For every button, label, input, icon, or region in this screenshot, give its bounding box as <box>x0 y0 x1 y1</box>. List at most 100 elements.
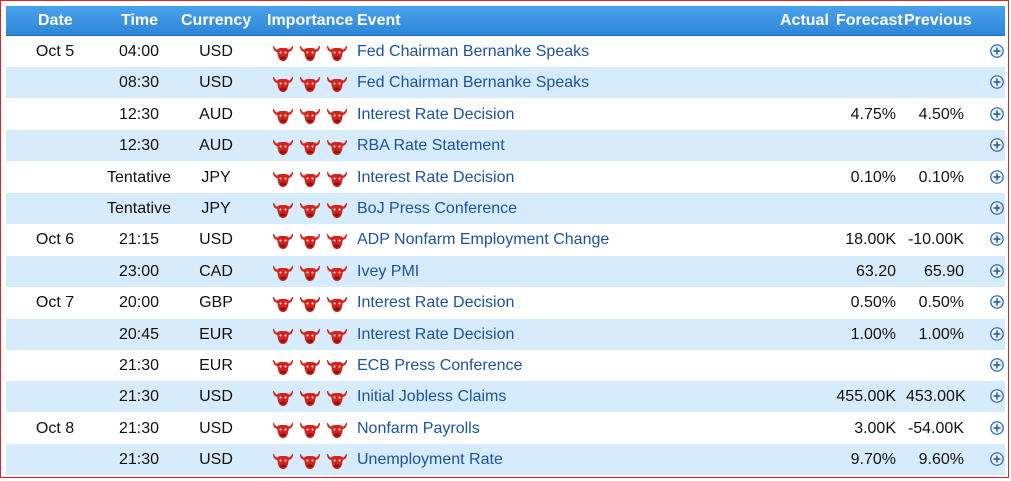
expand-plus-icon[interactable] <box>990 138 1004 152</box>
event-link[interactable]: Interest Rate Decision <box>357 168 515 186</box>
importance-rating <box>272 293 352 313</box>
table-row: Tentative JPY Interest Rate Decision 0.10% 0… <box>6 161 1005 193</box>
date-cell <box>6 67 104 98</box>
previous-value <box>906 67 964 98</box>
header-actual: Actual <box>780 12 829 29</box>
currency-cell: AUD <box>199 137 233 155</box>
expand-plus-icon[interactable] <box>990 169 1004 184</box>
date-cell: Oct 7 <box>35 294 75 312</box>
bull-icon <box>326 325 348 344</box>
bull-icon <box>326 199 348 218</box>
expand-plus-icon[interactable] <box>990 389 1004 404</box>
bull-icon <box>299 262 321 281</box>
bull-icon <box>272 230 294 250</box>
previous-value: 453.00K <box>906 388 966 406</box>
currency-cell: JPY <box>201 168 231 186</box>
bull-icon <box>326 419 348 438</box>
date-cell <box>6 319 104 350</box>
currency-cell: EUR <box>199 357 233 374</box>
previous-value: 0.10% <box>918 168 964 186</box>
event-link[interactable]: Ivey PMI <box>357 262 420 280</box>
time-cell: 21:30 <box>118 357 160 374</box>
expand-plus-icon[interactable] <box>990 263 1004 278</box>
expand-plus-icon[interactable] <box>990 420 1004 435</box>
actual-value: 4.75% <box>850 105 896 123</box>
previous-value: -54.00K <box>907 419 964 437</box>
previous-value: 9.60% <box>918 451 964 469</box>
actual-value: 3.00K <box>854 419 896 437</box>
bull-icon <box>272 199 294 218</box>
event-link[interactable]: ADP Nonfarm Employment Change <box>357 231 610 249</box>
header-previous: Previous <box>904 12 972 29</box>
expand-plus-icon[interactable] <box>990 326 1004 341</box>
previous-value: 0.50% <box>918 294 964 312</box>
bull-icon <box>272 73 294 93</box>
bull-icon <box>299 356 321 375</box>
table-header: Date Time Currency Importance Event Actu… <box>6 6 1005 36</box>
actual-value <box>796 350 896 381</box>
bull-icon <box>299 419 321 438</box>
time-cell: 21:30 <box>118 451 160 469</box>
actual-value: 455.00K <box>836 388 896 406</box>
expand-plus-icon[interactable] <box>990 452 1004 466</box>
table-row: Oct 6 21:15 USD ADP Nonfarm Employment Chan… <box>6 224 1005 256</box>
table-row: Tentative JPY BoJ Press Conference <box>6 193 1005 224</box>
event-link[interactable]: Interest Rate Decision <box>357 105 515 123</box>
previous-value <box>906 193 964 224</box>
bull-icon <box>299 450 321 470</box>
currency-cell: CAD <box>199 262 233 280</box>
bull-icon <box>326 293 348 313</box>
time-cell: 21:30 <box>118 419 160 437</box>
actual-value: 1.00% <box>850 325 896 343</box>
bull-icon <box>299 387 321 407</box>
event-link[interactable]: Fed Chairman Bernanke Speaks <box>357 43 590 60</box>
bull-icon <box>272 105 294 124</box>
expand-plus-icon[interactable] <box>990 75 1004 90</box>
previous-value <box>906 36 964 67</box>
importance-rating <box>272 136 352 156</box>
expand-plus-icon[interactable] <box>990 106 1004 121</box>
currency-cell: USD <box>199 43 233 60</box>
currency-cell: USD <box>199 74 233 92</box>
expand-plus-icon[interactable] <box>990 232 1004 247</box>
time-cell: 12:30 <box>118 105 160 123</box>
currency-cell: GBP <box>199 294 233 312</box>
bull-icon <box>299 293 321 313</box>
date-cell: Oct 5 <box>35 43 75 60</box>
importance-rating <box>272 419 352 439</box>
importance-rating <box>272 199 352 219</box>
actual-value: 9.70% <box>850 451 896 469</box>
date-cell <box>6 444 104 475</box>
event-link[interactable]: Fed Chairman Bernanke Speaks <box>357 74 590 92</box>
time-cell: 20:00 <box>118 294 160 312</box>
bull-icon <box>272 42 294 61</box>
event-link[interactable]: ECB Press Conference <box>357 357 523 374</box>
bull-icon <box>326 42 348 61</box>
bull-icon <box>326 73 348 93</box>
actual-value <box>796 130 896 161</box>
expand-plus-icon[interactable] <box>990 295 1004 309</box>
header-forecast: Forecast <box>836 12 903 29</box>
bull-icon <box>272 325 294 344</box>
event-link[interactable]: BoJ Press Conference <box>357 200 518 217</box>
actual-value <box>796 36 896 67</box>
previous-value: -10.00K <box>907 231 964 249</box>
date-cell <box>6 162 104 193</box>
bull-icon <box>326 356 348 375</box>
expand-plus-icon[interactable] <box>990 358 1004 372</box>
expand-plus-icon[interactable] <box>990 201 1004 215</box>
time-cell: 12:30 <box>118 137 160 155</box>
time-cell: 08:30 <box>118 74 160 92</box>
event-link[interactable]: Interest Rate Decision <box>357 325 515 343</box>
bull-icon <box>326 168 348 187</box>
event-link[interactable]: Unemployment Rate <box>357 451 503 469</box>
date-cell <box>6 99 104 130</box>
expand-plus-icon[interactable] <box>990 44 1004 58</box>
event-link[interactable]: Nonfarm Payrolls <box>357 419 480 437</box>
event-link[interactable]: Interest Rate Decision <box>357 294 515 312</box>
event-link[interactable]: RBA Rate Statement <box>357 137 505 155</box>
actual-value <box>796 193 896 224</box>
event-link[interactable]: Initial Jobless Claims <box>357 388 507 406</box>
bull-icon <box>299 199 321 218</box>
